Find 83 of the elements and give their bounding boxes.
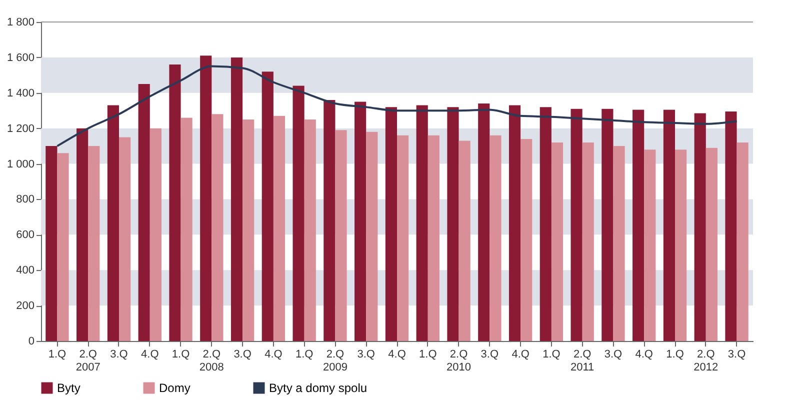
bar xyxy=(200,56,212,341)
y-tick-label: 200 xyxy=(16,300,34,312)
x-tick-label: 4.Q xyxy=(388,348,406,360)
x-tick-label: 2.Q 2008 xyxy=(199,348,224,374)
bar xyxy=(416,105,428,341)
x-tick-label: 3.Q xyxy=(234,348,252,360)
bar xyxy=(490,135,502,341)
x-tick-label: 2.Q 2011 xyxy=(570,348,594,374)
bar xyxy=(644,150,656,341)
bar xyxy=(335,130,347,341)
bar xyxy=(242,119,254,341)
bar xyxy=(725,111,737,341)
bar xyxy=(273,116,286,341)
x-tick-label: 1.Q xyxy=(48,348,67,360)
bar xyxy=(262,72,274,341)
bar xyxy=(292,86,304,341)
x-tick-label: 2.Q 2012 xyxy=(694,348,718,374)
line-series xyxy=(56,65,738,148)
bar xyxy=(230,57,243,341)
bar xyxy=(570,108,582,341)
y-tick-label: 600 xyxy=(16,229,34,242)
bar xyxy=(76,128,88,341)
bar xyxy=(118,137,131,341)
bar xyxy=(212,114,224,341)
x-tick-label: 3.Q xyxy=(728,348,746,360)
bar xyxy=(478,104,490,341)
x-tick-label: 3.Q xyxy=(604,348,623,360)
bar xyxy=(602,108,614,341)
x-tick-label: 2.Q 2010 xyxy=(446,348,472,374)
bar xyxy=(138,84,150,341)
x-tick-label: 3.Q xyxy=(110,348,128,360)
x-tick-label: 4.Q xyxy=(635,348,654,360)
bar xyxy=(107,105,119,341)
bar xyxy=(88,146,100,341)
bar xyxy=(354,102,366,341)
x-tick-label: 3.Q xyxy=(480,348,499,360)
y-tick-label: 800 xyxy=(16,194,34,206)
bar xyxy=(551,142,564,341)
y-tick-label: 1 600 xyxy=(6,52,34,64)
bar xyxy=(385,107,397,341)
bar xyxy=(324,100,336,341)
x-tick-label: 1.Q xyxy=(666,348,684,360)
bar xyxy=(675,150,687,341)
x-tick-label: 4.Q xyxy=(141,348,160,360)
x-tick-label: 2.Q 2009 xyxy=(322,348,348,374)
bar xyxy=(180,118,192,341)
bar xyxy=(304,119,316,341)
bar xyxy=(508,105,521,341)
bar xyxy=(428,135,440,341)
legend-label: Byty xyxy=(57,381,80,395)
x-tick-label: 4.Q xyxy=(512,348,530,360)
bar xyxy=(632,110,644,341)
y-tick-label: 400 xyxy=(16,264,34,277)
legend-label: Byty a domy spolu xyxy=(269,381,368,395)
y-tick-label: 1 400 xyxy=(6,87,34,100)
y-tick-label: 1 800 xyxy=(6,16,34,28)
y-tick-label: 1 000 xyxy=(6,158,34,170)
x-tick-label: 1.Q xyxy=(542,348,561,360)
bar xyxy=(706,148,718,341)
x-tick-label: 1.Q xyxy=(172,348,190,360)
bar xyxy=(150,128,162,341)
x-tick-label: 1.Q xyxy=(419,348,438,360)
x-tick-label: 4.Q xyxy=(264,348,283,360)
bar xyxy=(447,107,459,341)
bar xyxy=(458,140,470,341)
legend-label: Domy xyxy=(159,381,190,395)
bar xyxy=(663,110,676,341)
bar xyxy=(540,107,552,341)
y-tick-label: 0 xyxy=(28,336,34,348)
x-tick-label: 2.Q 2007 xyxy=(76,348,100,374)
bar xyxy=(366,132,378,341)
bar xyxy=(694,113,706,341)
bar xyxy=(613,146,625,341)
x-tick-label: 1.Q xyxy=(295,348,314,360)
bar xyxy=(46,146,58,341)
bar xyxy=(736,142,748,341)
bar xyxy=(582,142,594,341)
bar xyxy=(520,138,532,341)
y-tick-label: 1 200 xyxy=(6,122,34,135)
bar xyxy=(397,135,409,341)
bar xyxy=(57,153,69,341)
x-tick-label: 3.Q xyxy=(357,348,376,360)
bar xyxy=(169,64,181,341)
